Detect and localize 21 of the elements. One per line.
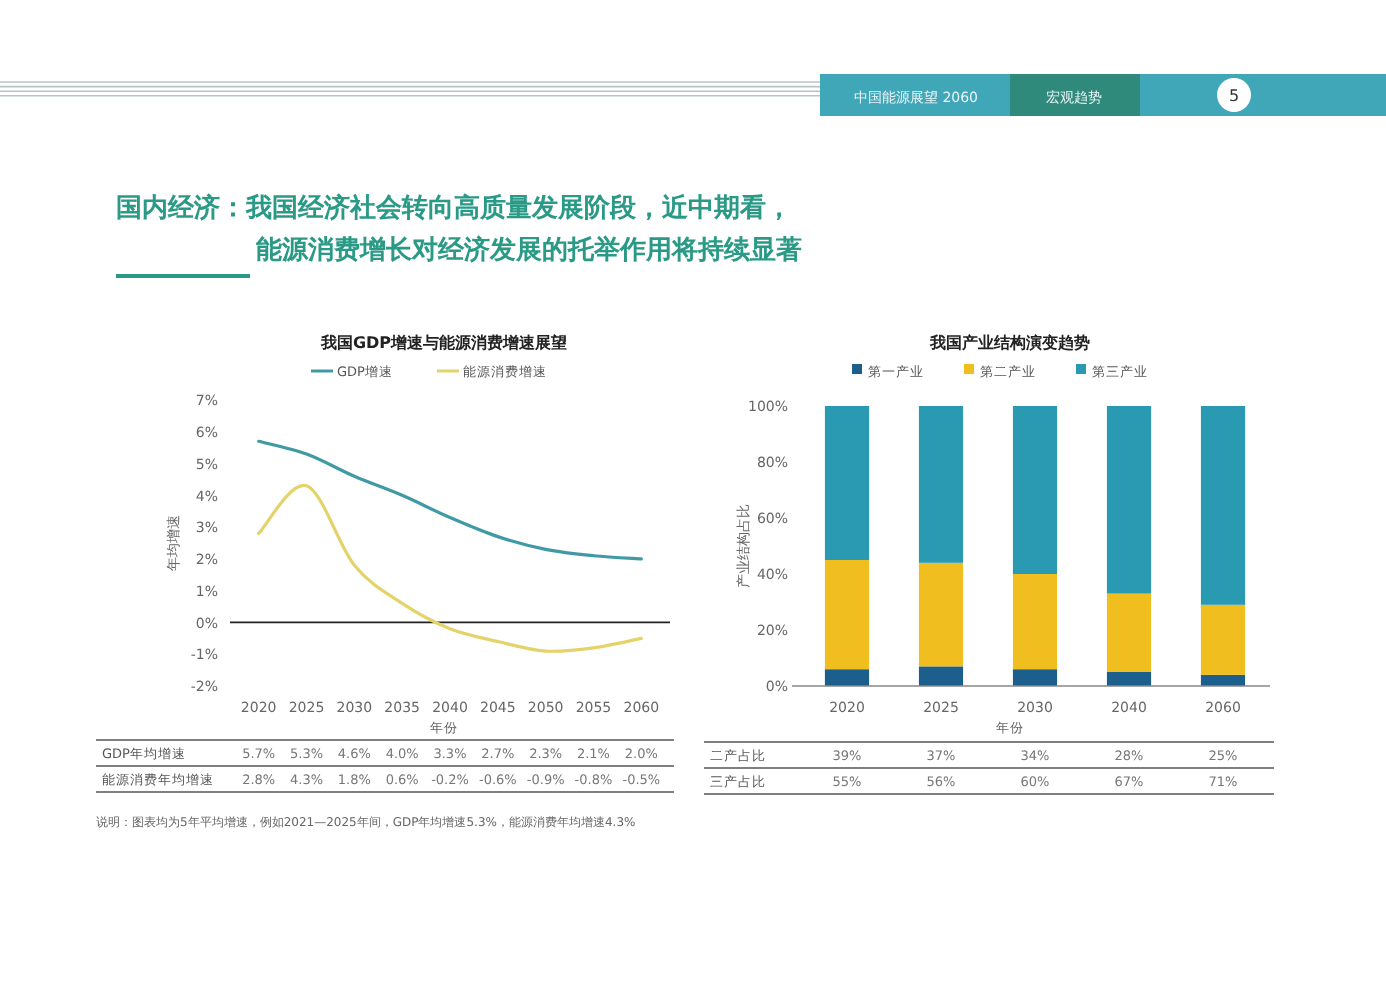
bar bbox=[918, 666, 964, 686]
bar bbox=[1106, 406, 1152, 594]
bar bbox=[1106, 593, 1152, 672]
bar bbox=[1106, 672, 1152, 686]
line-series bbox=[257, 484, 643, 653]
chart-title: 我国产业结构演变趋势 bbox=[928, 332, 1090, 352]
text: 5 bbox=[1228, 87, 1240, 105]
bar bbox=[824, 669, 870, 686]
text: 国内经济：我国经济社会转向高质量发展阶段，近中期看， bbox=[116, 192, 792, 224]
chart-title: 我国GDP增速与能源消费增速展望 bbox=[318, 334, 568, 352]
bar bbox=[1012, 574, 1058, 670]
bar bbox=[918, 562, 964, 667]
bar bbox=[918, 406, 964, 563]
bar bbox=[1012, 406, 1058, 574]
text: 能源消费增长对经济发展的托举作用将持续显著 bbox=[256, 234, 802, 266]
line-series bbox=[257, 439, 643, 561]
bar bbox=[1200, 406, 1246, 605]
bar bbox=[1012, 669, 1058, 686]
bar bbox=[824, 406, 870, 560]
bar bbox=[1200, 604, 1246, 675]
bar bbox=[824, 560, 870, 670]
